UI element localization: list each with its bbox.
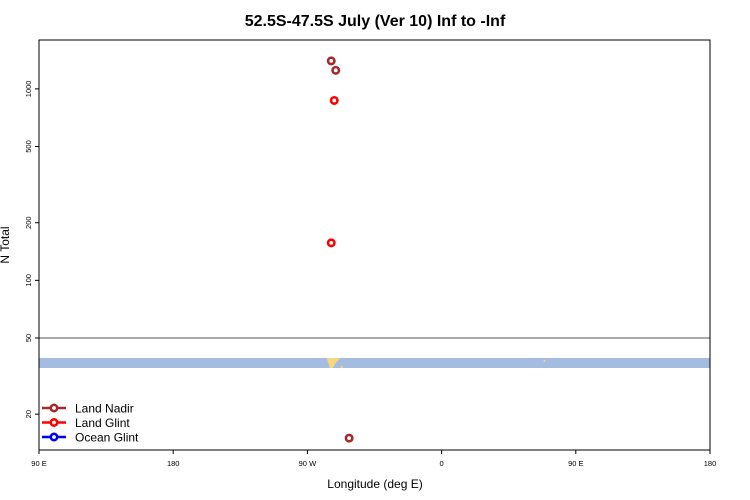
y-tick-label: 1000	[24, 81, 33, 98]
x-axis-label: Longitude (deg E)	[327, 477, 422, 491]
y-tick-label: 100	[24, 274, 33, 287]
x-axis: 90 E 180 90 W 0 90 E 180	[31, 450, 716, 468]
plot-frame	[38, 39, 711, 451]
x-tick-label: 90 E	[568, 459, 583, 468]
data-point	[326, 238, 336, 248]
x-tick-label: 90 E	[31, 459, 46, 468]
legend-marker	[49, 432, 59, 442]
y-tick-label: 500	[24, 140, 33, 153]
land-south-america	[326, 358, 341, 369]
legend-label: Land Nadir	[75, 402, 134, 416]
x-tick-label: 180	[167, 459, 180, 468]
ocean-band	[39, 358, 710, 369]
y-axis: 20 50 100 200 500 1000	[24, 81, 39, 418]
legend-marker	[49, 403, 59, 413]
data-point	[329, 95, 339, 105]
map-strip	[39, 358, 710, 369]
y-tick-label: 20	[24, 410, 33, 418]
legend-label: Land Glint	[75, 416, 130, 430]
land-islands	[340, 365, 343, 369]
legend-label: Ocean Glint	[75, 431, 139, 445]
data-point	[344, 433, 354, 443]
y-tick-label: 200	[24, 216, 33, 229]
x-tick-label: 180	[704, 459, 717, 468]
data-point	[326, 56, 336, 66]
x-tick-label: 0	[440, 459, 444, 468]
y-tick-label: 50	[24, 334, 33, 342]
chart-title: 52.5S-47.5S July (Ver 10) Inf to -Inf	[245, 13, 506, 30]
land-islands	[543, 360, 546, 363]
data-points	[326, 56, 354, 443]
legend-marker	[49, 417, 59, 427]
data-point	[331, 65, 341, 75]
x-tick-label: 90 W	[299, 459, 317, 468]
y-axis-label: N Total	[0, 226, 12, 263]
